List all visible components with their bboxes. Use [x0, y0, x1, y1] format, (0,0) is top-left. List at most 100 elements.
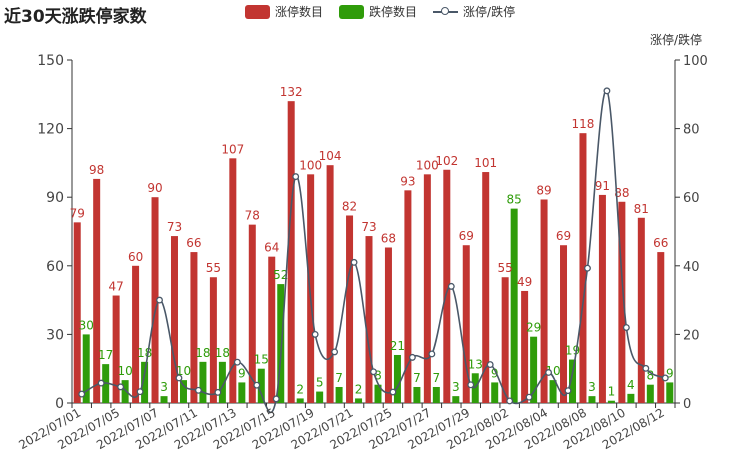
bar-limit-up	[598, 194, 606, 403]
data-label-limit-down: 3	[160, 380, 168, 394]
data-label-limit-down: 85	[507, 193, 522, 207]
bar-limit-up	[482, 172, 490, 403]
data-label-limit-down: 7	[335, 371, 343, 385]
legend-swatch-limit-up	[245, 4, 270, 19]
ratio-point	[97, 379, 105, 387]
legend-item-limit-up[interactable]: 涨停数目	[245, 3, 323, 20]
bar-limit-up	[209, 277, 217, 403]
y-right-tick-label: 20	[683, 328, 700, 343]
data-label-limit-up: 73	[167, 220, 182, 234]
data-label-limit-up: 88	[614, 186, 629, 200]
data-label-limit-up: 49	[517, 275, 532, 289]
bar-limit-down	[238, 382, 246, 403]
bar-limit-up	[365, 236, 373, 403]
bar-limit-up	[501, 277, 509, 403]
bar-limit-up	[346, 215, 354, 403]
bar-limit-up	[268, 256, 276, 403]
ratio-point	[117, 383, 125, 391]
ratio-point	[272, 395, 280, 403]
ratio-point	[78, 390, 86, 398]
data-label-limit-down: 7	[433, 371, 441, 385]
bar-limit-up	[521, 290, 529, 403]
bar-limit-up	[540, 199, 548, 403]
data-label-limit-down: 30	[79, 318, 94, 332]
ratio-point	[292, 173, 300, 181]
bar-limit-up	[384, 247, 392, 403]
data-label-limit-down: 7	[413, 371, 421, 385]
y-right-tick-label: 40	[683, 260, 700, 275]
legend-item-limit-down[interactable]: 跌停数目	[339, 3, 417, 20]
bar-limit-down	[471, 373, 479, 403]
bar-limit-down	[627, 393, 635, 403]
ratio-point	[467, 381, 475, 389]
ratio-point	[584, 264, 591, 272]
data-label-limit-up: 100	[299, 158, 322, 172]
legend-label-limit-down: 跌停数目	[369, 5, 418, 19]
ratio-point	[447, 282, 455, 290]
data-label-limit-up: 98	[89, 163, 104, 177]
ratio-line	[81, 89, 666, 414]
bar-limit-up	[307, 174, 315, 403]
data-label-limit-up: 101	[474, 156, 497, 170]
data-label-limit-down: 52	[273, 268, 288, 282]
ratio-point	[370, 368, 377, 376]
data-label-limit-up: 132	[280, 85, 303, 99]
bar-limit-up	[579, 133, 587, 403]
bar-limit-up	[287, 101, 295, 403]
bar-limit-down	[121, 380, 129, 403]
bar-limit-down	[569, 359, 577, 403]
y-right-tick-label: 0	[683, 397, 691, 412]
y-left-tick-label: 30	[46, 327, 64, 343]
data-label-limit-down: 13	[468, 357, 483, 371]
ratio-point	[194, 386, 202, 394]
data-label-limit-up: 104	[319, 149, 342, 163]
legend-swatch-ratio	[433, 5, 459, 19]
data-label-limit-up: 60	[128, 250, 143, 264]
ratio-point	[136, 388, 144, 396]
bar-limit-down	[413, 386, 421, 403]
data-label-limit-down: 9	[238, 366, 246, 380]
data-label-limit-up: 118	[572, 117, 595, 131]
legend: 涨停数目 跌停数目 涨停/跌停	[245, 3, 515, 20]
ratio-point	[506, 397, 514, 405]
bar-limit-up	[112, 295, 120, 403]
ratio-point	[564, 387, 572, 395]
bar-limit-up	[151, 197, 159, 403]
bar-limit-down	[335, 386, 343, 403]
y-right-tick-label: 60	[683, 191, 700, 206]
data-label-limit-down: 3	[588, 380, 596, 394]
bar-limit-down	[296, 398, 304, 403]
data-label-limit-down: 1	[608, 385, 616, 399]
bar-limit-down	[218, 361, 226, 403]
bar-limit-down	[393, 354, 401, 403]
ratio-point	[175, 374, 183, 382]
bar-limit-down	[588, 396, 596, 403]
ratio-point	[253, 381, 261, 389]
bar-limit-up	[657, 252, 665, 403]
data-label-limit-up: 64	[264, 241, 279, 255]
bar-limit-down	[257, 368, 265, 403]
ratio-point	[545, 369, 553, 376]
bar-limit-up	[560, 245, 568, 403]
data-label-limit-down: 10	[117, 364, 132, 378]
bar-limit-down	[510, 208, 518, 403]
y-left-tick-label: 0	[55, 396, 64, 412]
bar-limit-down	[491, 382, 499, 403]
ratio-point	[408, 353, 416, 361]
bar-limit-up	[229, 158, 237, 403]
data-label-limit-down: 5	[316, 376, 324, 390]
legend-item-ratio[interactable]: 涨停/跌停	[433, 3, 515, 20]
data-label-limit-down: 8	[374, 369, 382, 383]
ratio-point	[525, 393, 533, 401]
y-right-tick-label: 80	[683, 123, 700, 138]
y-left-tick-label: 150	[37, 53, 64, 69]
ratio-point	[311, 330, 319, 338]
ratio-point	[389, 388, 397, 396]
bar-limit-down	[607, 400, 615, 403]
y-left-tick-label: 120	[37, 122, 64, 138]
y-left-tick-label: 60	[46, 259, 64, 275]
ratio-point	[214, 388, 222, 396]
bar-limit-up	[73, 222, 81, 403]
data-label-limit-down: 18	[215, 346, 230, 360]
data-label-limit-up: 91	[595, 179, 610, 193]
